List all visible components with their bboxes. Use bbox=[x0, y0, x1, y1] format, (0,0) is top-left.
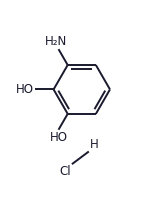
Text: H: H bbox=[90, 138, 99, 151]
Text: HO: HO bbox=[16, 83, 34, 96]
Text: Cl: Cl bbox=[59, 165, 70, 178]
Text: HO: HO bbox=[49, 131, 68, 144]
Text: H₂N: H₂N bbox=[45, 35, 67, 48]
